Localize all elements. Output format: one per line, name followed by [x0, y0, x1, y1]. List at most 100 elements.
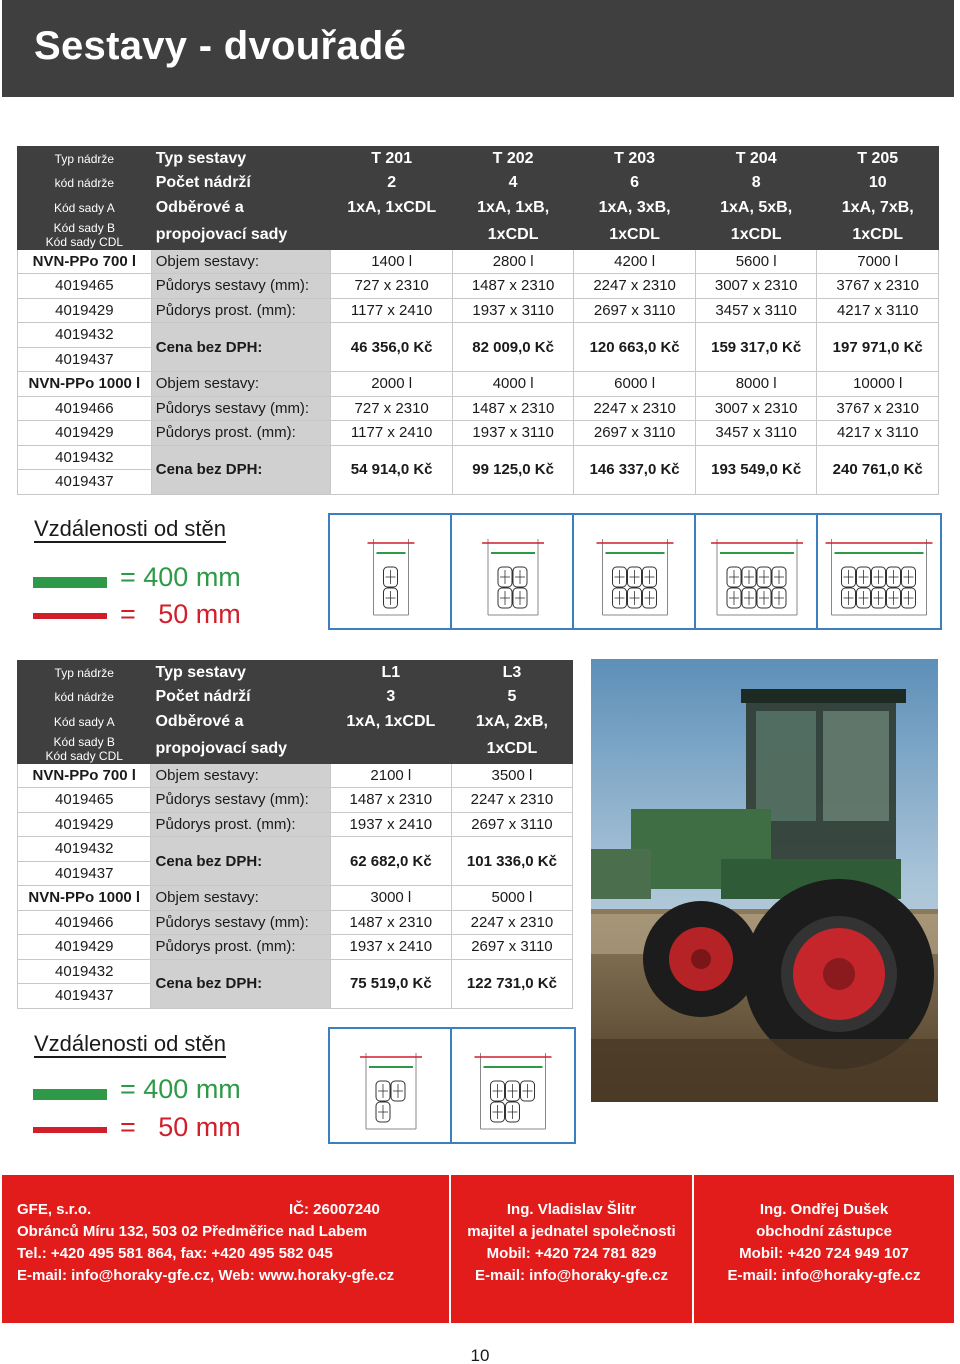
footer-ico: IČ: 26007240	[289, 1201, 380, 1218]
footer-contact-name: Ing. Ondřej Dušek	[759, 1201, 889, 1218]
sets-cell: 1xCDL	[694, 219, 818, 250]
footprint-cell: 3767 x 2310	[816, 395, 939, 421]
tank-layout-diagram	[711, 539, 803, 616]
row-label-cena: Cena bez DPH:	[150, 958, 331, 1009]
footer-contact-2: Ing. Ondřej Dušek obchodní zástupce Mobi…	[694, 1175, 954, 1323]
sets-cell	[329, 733, 452, 764]
sets-cell: 1xCDL	[573, 219, 696, 250]
volume-cell: 1400 l	[330, 248, 453, 274]
row-label-cena: Cena bez DPH:	[150, 444, 332, 495]
table-row: 4019437	[17, 469, 939, 495]
price-cell: 120 663,0 Kč	[573, 322, 696, 372]
layout-diagrams-l	[328, 1027, 576, 1144]
green-legend-text-2: = 400 mm	[120, 1074, 241, 1104]
table-header-row: Kód sady B Kód sady CDL propojovací sady …	[16, 733, 574, 764]
table-row: 4019432 Cena bez DPH: 54 914,0 Kč 99 125,0 …	[17, 444, 939, 495]
item-code: 4019465	[16, 787, 152, 813]
volume-cell: 3500 l	[450, 762, 574, 788]
space-cell: 3457 x 3110	[694, 420, 818, 446]
table-header-row: Typ nádrže Typ sestavy L1 L3	[16, 660, 574, 686]
volume-cell: 8000 l	[694, 371, 818, 397]
tank-layout-diagram	[367, 539, 415, 616]
space-cell: 1937 x 2410	[329, 811, 452, 837]
sets-cell: 1xA, 1xCDL	[330, 195, 453, 221]
volume-cell: 5000 l	[450, 885, 574, 911]
type-cell: L1	[329, 660, 452, 686]
key-label: Kód sady A	[17, 195, 152, 221]
red-legend-text-2: = 50 mm	[120, 1112, 241, 1142]
row-label-typ: Typ sestavy	[150, 660, 331, 686]
distances-heading: Vzdálenosti od stěn	[34, 516, 227, 543]
space-cell: 4217 x 3110	[816, 420, 939, 446]
space-cell: 2697 x 3110	[450, 934, 574, 960]
diagram-cell	[574, 515, 696, 628]
sets-cell: 1xA, 1xB,	[451, 195, 575, 221]
row-label-pudorys-sestavy: Půdorys sestavy (mm):	[150, 787, 331, 813]
footer-contact-mobile: Mobil: +420 724 781 829	[486, 1245, 657, 1262]
item-code: 4019432	[17, 444, 152, 470]
price-cell: 122 731,0 Kč	[450, 958, 574, 1009]
count-cell: 5	[450, 684, 574, 710]
price-cell: 146 337,0 Kč	[573, 444, 696, 495]
row-label-pudorys-prost: Půdorys prost. (mm):	[150, 297, 332, 323]
tractor-photo	[591, 659, 938, 1102]
item-code: 4019432	[16, 958, 152, 984]
footer-company: GFE, s.r.o. IČ: 26007240 Obránců Míru 13…	[2, 1175, 451, 1323]
green-line-legend	[33, 577, 107, 588]
key-label: Kód sady B Kód sady CDL	[16, 733, 152, 764]
volume-cell: 4000 l	[451, 371, 575, 397]
price-cell: 75 519,0 Kč	[329, 958, 452, 1009]
table-row: 4019429 Půdorys prost. (mm): 1177 x 2410 19…	[17, 420, 939, 446]
table-row: 4019429 Půdorys prost. (mm): 1177 x 2410 19…	[17, 297, 939, 323]
price-cell: 101 336,0 Kč	[450, 836, 574, 886]
space-cell: 2697 x 3110	[573, 297, 696, 323]
type-cell: T 202	[451, 146, 575, 172]
table-row: 4019437	[17, 346, 939, 372]
row-label-cena: Cena bez DPH:	[150, 836, 331, 886]
key-label: Typ nádrže	[17, 146, 152, 172]
red-legend-text: = 50 mm	[120, 599, 241, 629]
tank-layout-diagram	[482, 539, 544, 616]
row-label-propoj: propojovací sady	[150, 733, 331, 764]
footprint-cell: 727 x 2310	[330, 395, 453, 421]
table-row: 4019432 Cena bez DPH: 75 519,0 Kč 122 731,0…	[16, 958, 574, 1009]
table-header-row: kód nádrže Počet nádrží 2 4 6 8 10	[17, 170, 939, 196]
row-label-pudorys-prost: Půdorys prost. (mm):	[150, 811, 331, 837]
table-t-series: Typ nádrže Typ sestavy T 201 T 202 T 203…	[17, 146, 939, 495]
diagram-cell	[452, 1029, 574, 1142]
footprint-cell: 1487 x 2310	[451, 395, 575, 421]
table-row: 4019466 Půdorys sestavy (mm): 1487 x 2310 2…	[16, 909, 574, 935]
table-row: 4019429 Půdorys prost. (mm): 1937 x 2410 26…	[16, 934, 574, 960]
key-label: kód nádrže	[16, 684, 152, 710]
diagram-cell	[452, 515, 574, 628]
space-cell: 1937 x 3110	[451, 297, 575, 323]
price-cell: 240 761,0 Kč	[816, 444, 939, 495]
footer-contact-name: Ing. Vladislav Šlitr	[506, 1201, 637, 1218]
row-label-objem: Objem sestavy:	[150, 248, 332, 274]
item-code: 4019429	[16, 811, 152, 837]
footprint-cell: 1487 x 2310	[329, 787, 452, 813]
tank-type: NVN-PPo 1000 l	[16, 885, 152, 911]
space-cell: 1937 x 2410	[329, 934, 452, 960]
type-cell: T 201	[330, 146, 453, 172]
type-cell: L3	[450, 660, 574, 686]
footprint-cell: 2247 x 2310	[450, 909, 574, 935]
diagram-cell	[818, 515, 940, 628]
price-cell: 62 682,0 Kč	[329, 836, 452, 886]
item-code: 4019437	[17, 346, 152, 372]
footprint-cell: 2247 x 2310	[573, 395, 696, 421]
key-label: Kód sady A	[16, 709, 152, 735]
item-code: 4019466	[16, 909, 152, 935]
row-label-objem: Objem sestavy:	[150, 762, 331, 788]
footprint-cell: 1487 x 2310	[451, 273, 575, 299]
sets-cell: 1xCDL	[450, 733, 574, 764]
footer-contact-mobile: Mobil: +420 724 949 107	[739, 1245, 909, 1262]
row-label-propoj: propojovací sady	[150, 219, 332, 250]
table-row: 4019432 Cena bez DPH: 46 356,0 Kč 82 009,0 …	[17, 322, 939, 372]
green-legend-text: = 400 mm	[120, 562, 241, 592]
footer-company-name: GFE, s.r.o.	[17, 1201, 92, 1218]
footer: GFE, s.r.o. IČ: 26007240 Obránců Míru 13…	[2, 1175, 954, 1323]
price-cell: 99 125,0 Kč	[451, 444, 575, 495]
sets-cell: 1xCDL	[816, 219, 939, 250]
